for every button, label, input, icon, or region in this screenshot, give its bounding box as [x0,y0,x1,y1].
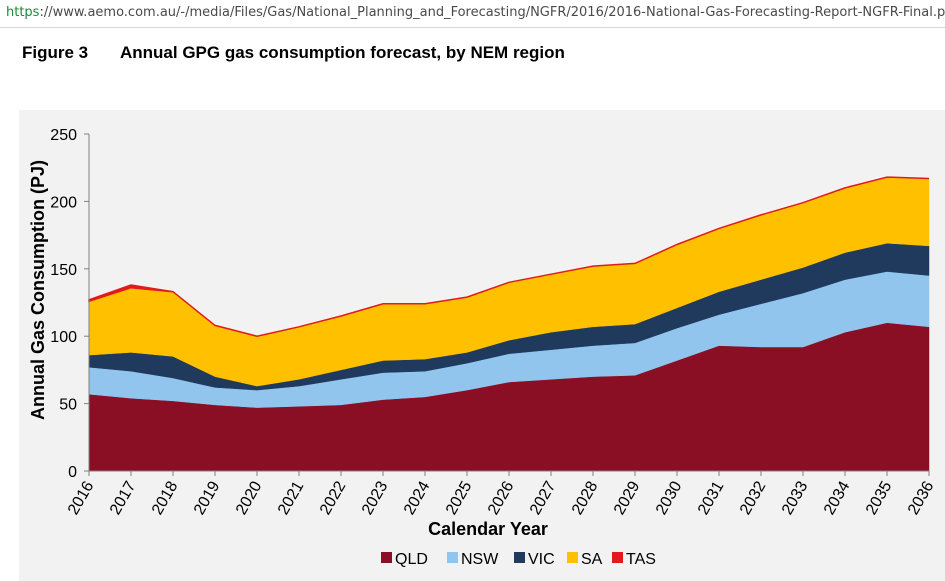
legend-swatch-nsw [447,552,458,563]
y-axis-title: Annual Gas Consumption (PJ) [28,160,48,420]
legend-swatch-vic [514,552,525,563]
y-tick-label: 150 [50,262,77,279]
x-tick-label: 2030 [653,478,686,517]
x-tick-label: 2026 [485,478,518,517]
y-tick-label: 0 [68,464,77,481]
chart-legend: QLD NSW VIC SA TAS [381,551,656,568]
x-tick-label: 2032 [737,478,770,517]
y-tick-label: 100 [50,329,77,346]
address-bar[interactable]: https://www.aemo.com.au/-/media/Files/Ga… [0,0,945,28]
figure-label: Figure 3 [22,43,89,62]
legend-label-nsw: NSW [461,551,499,568]
y-tick-label: 250 [50,127,77,144]
y-tick-label: 50 [59,397,77,414]
x-tick-label: 2025 [443,478,476,517]
x-tick-label: 2031 [695,478,728,517]
y-tick-label: 200 [50,194,77,211]
x-tick-label: 2023 [359,478,392,517]
x-tick-label: 2022 [317,478,350,517]
legend-label-vic: VIC [528,551,555,568]
figure-heading: Figure 3 Annual GPG gas consumption forec… [22,43,565,63]
chart-areas [88,176,930,472]
legend-swatch-sa [567,552,578,563]
x-tick-label: 2033 [779,478,812,517]
legend-label-sa: SA [581,551,603,568]
chart-panel: 0 50 100 150 200 250 2016 2017 2018 2019 2020 2021 2… [19,110,945,581]
url-path: ://www.aemo.com.au/-/media/Files/Gas/Nat… [39,5,945,20]
x-tick-label: 2036 [905,478,938,517]
url-scheme: https [6,5,40,20]
x-tick-label: 2021 [275,478,308,517]
x-tick-label: 2017 [107,478,140,517]
figure-title: Annual GPG gas consumption forecast, by … [120,43,565,62]
x-tick-label: 2020 [233,478,266,517]
x-axis-title: Calendar Year [428,519,548,539]
area-tas [88,176,930,337]
legend-swatch-qld [381,552,392,563]
x-tick-label: 2018 [149,478,182,517]
x-tick-label: 2016 [65,478,98,517]
x-tick-label: 2027 [527,478,560,517]
x-tick-label: 2029 [611,478,644,517]
legend-label-tas: TAS [626,551,656,568]
x-tick-label: 2024 [401,478,434,517]
legend-swatch-tas [612,552,623,563]
legend-label-qld: QLD [395,551,428,568]
stacked-area-chart: 0 50 100 150 200 250 2016 2017 2018 2019 2020 2021 2… [28,127,938,568]
x-tick-label: 2028 [569,478,602,517]
x-tick-label: 2019 [191,478,224,517]
x-tick-label: 2034 [821,478,854,517]
x-tick-label: 2035 [863,478,896,517]
